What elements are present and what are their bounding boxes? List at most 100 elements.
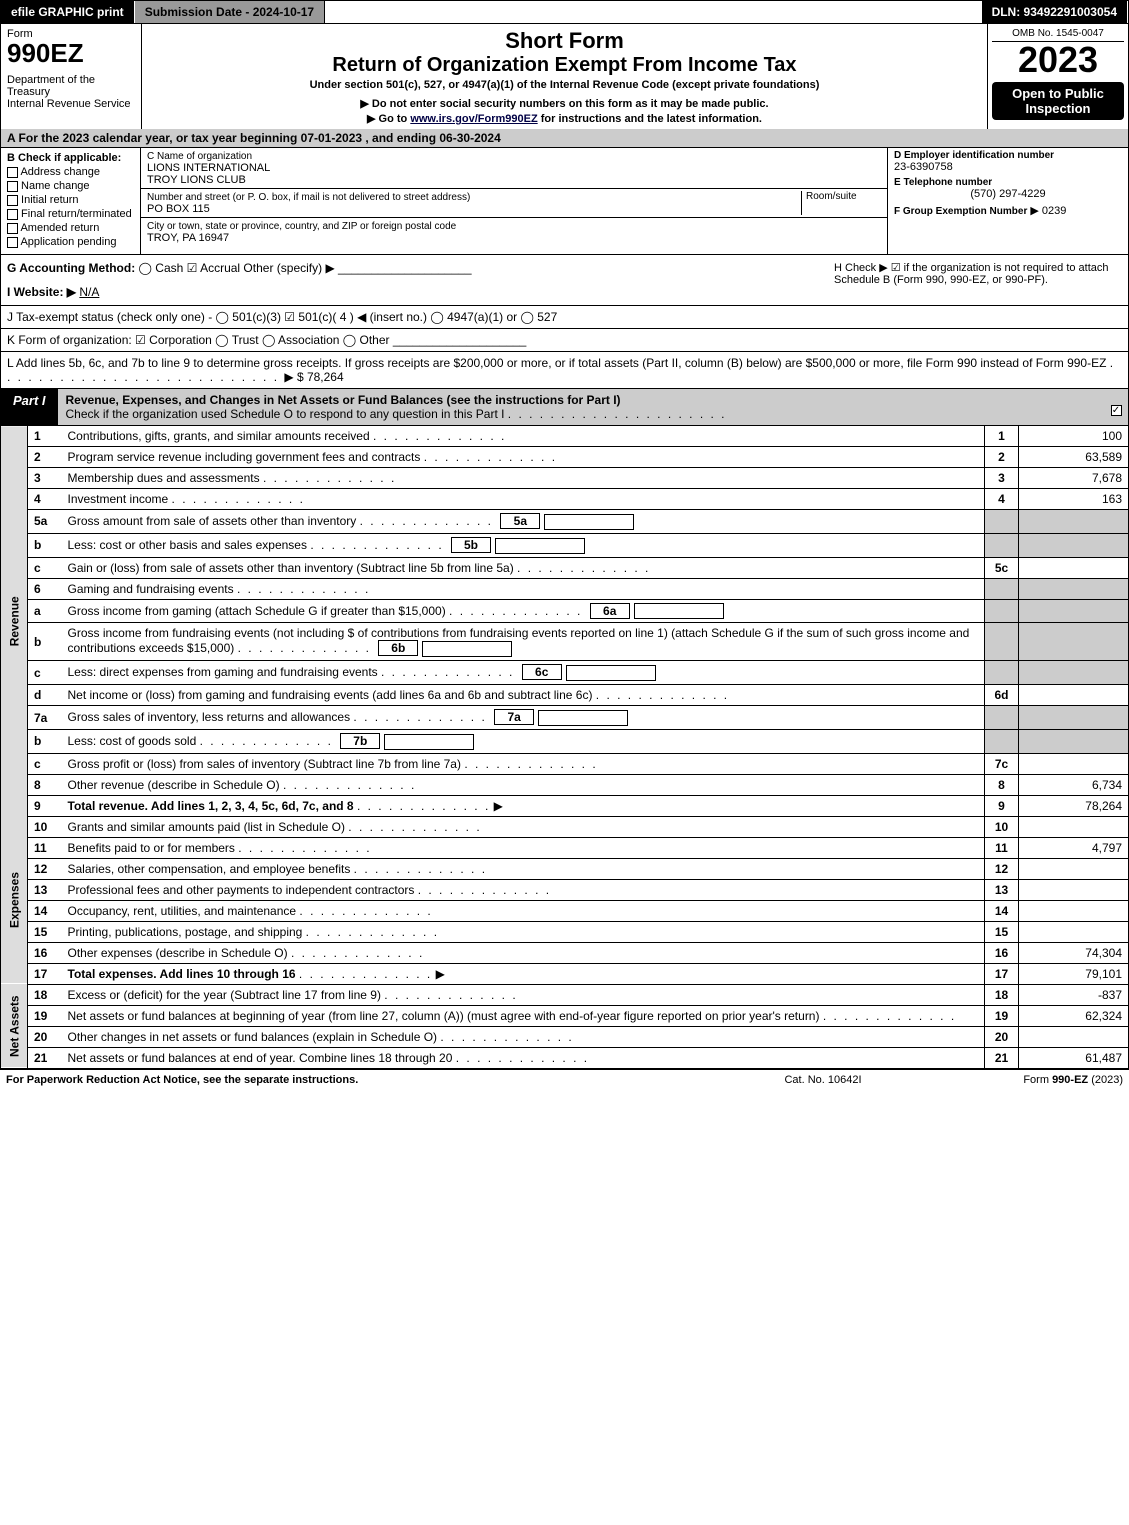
- line-text-2: Program service revenue including govern…: [62, 447, 985, 468]
- row-k-form-org: K Form of organization: ☑ Corporation ◯ …: [0, 329, 1129, 352]
- line-num-3: 3: [28, 468, 62, 489]
- line-num-19: 19: [28, 1005, 62, 1026]
- line-text-b: Less: cost or other basis and sales expe…: [62, 533, 985, 557]
- checkbox-address-change[interactable]: Address change: [7, 166, 134, 178]
- line-text-13: Professional fees and other payments to …: [62, 879, 985, 900]
- page-footer: For Paperwork Reduction Act Notice, see …: [0, 1069, 1129, 1090]
- line-num-11: 11: [28, 837, 62, 858]
- line-ref-3: 3: [985, 468, 1019, 489]
- return-title: Return of Organization Exempt From Incom…: [150, 54, 979, 77]
- side-label-revenue: Revenue: [1, 426, 28, 816]
- line-num-13: 13: [28, 879, 62, 900]
- line-text-8: Other revenue (describe in Schedule O) .…: [62, 774, 985, 795]
- dln-label: DLN: 93492291003054: [982, 1, 1128, 23]
- line-value-1: 100: [1019, 426, 1129, 447]
- part-i-title: Revenue, Expenses, and Changes in Net As…: [66, 393, 621, 407]
- line-value-b: [1019, 729, 1129, 753]
- line-text-19: Net assets or fund balances at beginning…: [62, 1005, 985, 1026]
- line-ref-14: 14: [985, 900, 1019, 921]
- line-num-15: 15: [28, 921, 62, 942]
- line-ref-19: 19: [985, 1005, 1019, 1026]
- line-value-15: [1019, 921, 1129, 942]
- line-ref-a: [985, 599, 1019, 623]
- line-value-c: [1019, 753, 1129, 774]
- col-d-identifiers: D Employer identification number 23-6390…: [888, 148, 1128, 254]
- room-suite-label: Room/suite: [801, 191, 881, 215]
- line-text-15: Printing, publications, postage, and shi…: [62, 921, 985, 942]
- line-num-8: 8: [28, 774, 62, 795]
- line-ref-2: 2: [985, 447, 1019, 468]
- irs-link[interactable]: www.irs.gov/Form990EZ: [410, 113, 537, 125]
- org-info-block: B Check if applicable: Address change Na…: [0, 148, 1129, 255]
- line-value-8: 6,734: [1019, 774, 1129, 795]
- accounting-method-opts: ◯ Cash ☑ Accrual Other (specify) ▶ _____…: [139, 261, 472, 275]
- line-num-1: 1: [28, 426, 62, 447]
- group-exemption-value: ▶ 0239: [1030, 205, 1066, 217]
- top-bar: efile GRAPHIC print Submission Date - 20…: [0, 0, 1129, 24]
- line-text-21: Net assets or fund balances at end of ye…: [62, 1047, 985, 1068]
- line-text-12: Salaries, other compensation, and employ…: [62, 858, 985, 879]
- line-num-7a: 7a: [28, 706, 62, 730]
- checkbox-initial-return[interactable]: Initial return: [7, 194, 134, 206]
- line-num-12: 12: [28, 858, 62, 879]
- line-num-c: c: [28, 557, 62, 578]
- gross-receipts-amount: ▶ $ 78,264: [284, 370, 343, 384]
- part-i-tag: Part I: [1, 389, 58, 425]
- line-value-14: [1019, 900, 1129, 921]
- efile-print-label[interactable]: efile GRAPHIC print: [1, 1, 135, 23]
- col-b-title: B Check if applicable:: [7, 152, 134, 164]
- ssn-warning: ▶ Do not enter social security numbers o…: [150, 97, 979, 110]
- line-ref-8: 8: [985, 774, 1019, 795]
- telephone-label: E Telephone number: [894, 177, 1122, 188]
- line-ref-7a: [985, 706, 1019, 730]
- short-form-title: Short Form: [150, 28, 979, 54]
- line-ref-c: 5c: [985, 557, 1019, 578]
- line-ref-c: [985, 661, 1019, 685]
- subtitle: Under section 501(c), 527, or 4947(a)(1)…: [150, 79, 979, 91]
- line-num-d: d: [28, 685, 62, 706]
- line-value-18: -837: [1019, 984, 1129, 1005]
- ein-value: 23-6390758: [894, 161, 1122, 173]
- checkbox-amended-return[interactable]: Amended return: [7, 222, 134, 234]
- checkbox-final-return-terminated[interactable]: Final return/terminated: [7, 208, 134, 220]
- line-num-5a: 5a: [28, 510, 62, 534]
- line-value-16: 74,304: [1019, 942, 1129, 963]
- checkbox-application-pending[interactable]: Application pending: [7, 236, 134, 248]
- accounting-method-label: G Accounting Method:: [7, 261, 135, 275]
- paperwork-notice: For Paperwork Reduction Act Notice, see …: [6, 1074, 723, 1086]
- line-value-13: [1019, 879, 1129, 900]
- line-text-9: Total revenue. Add lines 1, 2, 3, 4, 5c,…: [62, 795, 985, 816]
- line-value-21: 61,487: [1019, 1047, 1129, 1068]
- line-num-6: 6: [28, 578, 62, 599]
- line-value-5a: [1019, 510, 1129, 534]
- org-name-label: C Name of organization: [147, 151, 252, 162]
- tax-year: 2023: [992, 42, 1124, 78]
- city-state-zip: TROY, PA 16947: [147, 232, 229, 244]
- line-text-1: Contributions, gifts, grants, and simila…: [62, 426, 985, 447]
- col-c-name-address: C Name of organization LIONS INTERNATION…: [141, 148, 888, 254]
- line-num-c: c: [28, 661, 62, 685]
- catalog-number: Cat. No. 10642I: [723, 1074, 923, 1086]
- schedule-o-checkbox[interactable]: [1111, 405, 1122, 416]
- line-ref-1: 1: [985, 426, 1019, 447]
- line-text-b: Gross income from fundraising events (no…: [62, 623, 985, 661]
- line-value-17: 79,101: [1019, 963, 1129, 984]
- line-text-20: Other changes in net assets or fund bala…: [62, 1026, 985, 1047]
- checkbox-name-change[interactable]: Name change: [7, 180, 134, 192]
- city-label: City or town, state or province, country…: [147, 221, 456, 232]
- line-value-11: 4,797: [1019, 837, 1129, 858]
- line-text-c: Less: direct expenses from gaming and fu…: [62, 661, 985, 685]
- form-number: 990EZ: [7, 40, 135, 66]
- row-j-tax-exempt: J Tax-exempt status (check only one) - ◯…: [0, 306, 1129, 329]
- line-ref-d: 6d: [985, 685, 1019, 706]
- line-text-18: Excess or (deficit) for the year (Subtra…: [62, 984, 985, 1005]
- line-num-16: 16: [28, 942, 62, 963]
- org-name-2: TROY LIONS CLUB: [147, 174, 246, 186]
- form-footer-label: Form 990-EZ (2023): [923, 1074, 1123, 1086]
- line-text-c: Gross profit or (loss) from sales of inv…: [62, 753, 985, 774]
- line-ref-b: [985, 533, 1019, 557]
- line-value-7a: [1019, 706, 1129, 730]
- side-label-expenses: Expenses: [1, 816, 28, 984]
- line-value-b: [1019, 623, 1129, 661]
- line-value-3: 7,678: [1019, 468, 1129, 489]
